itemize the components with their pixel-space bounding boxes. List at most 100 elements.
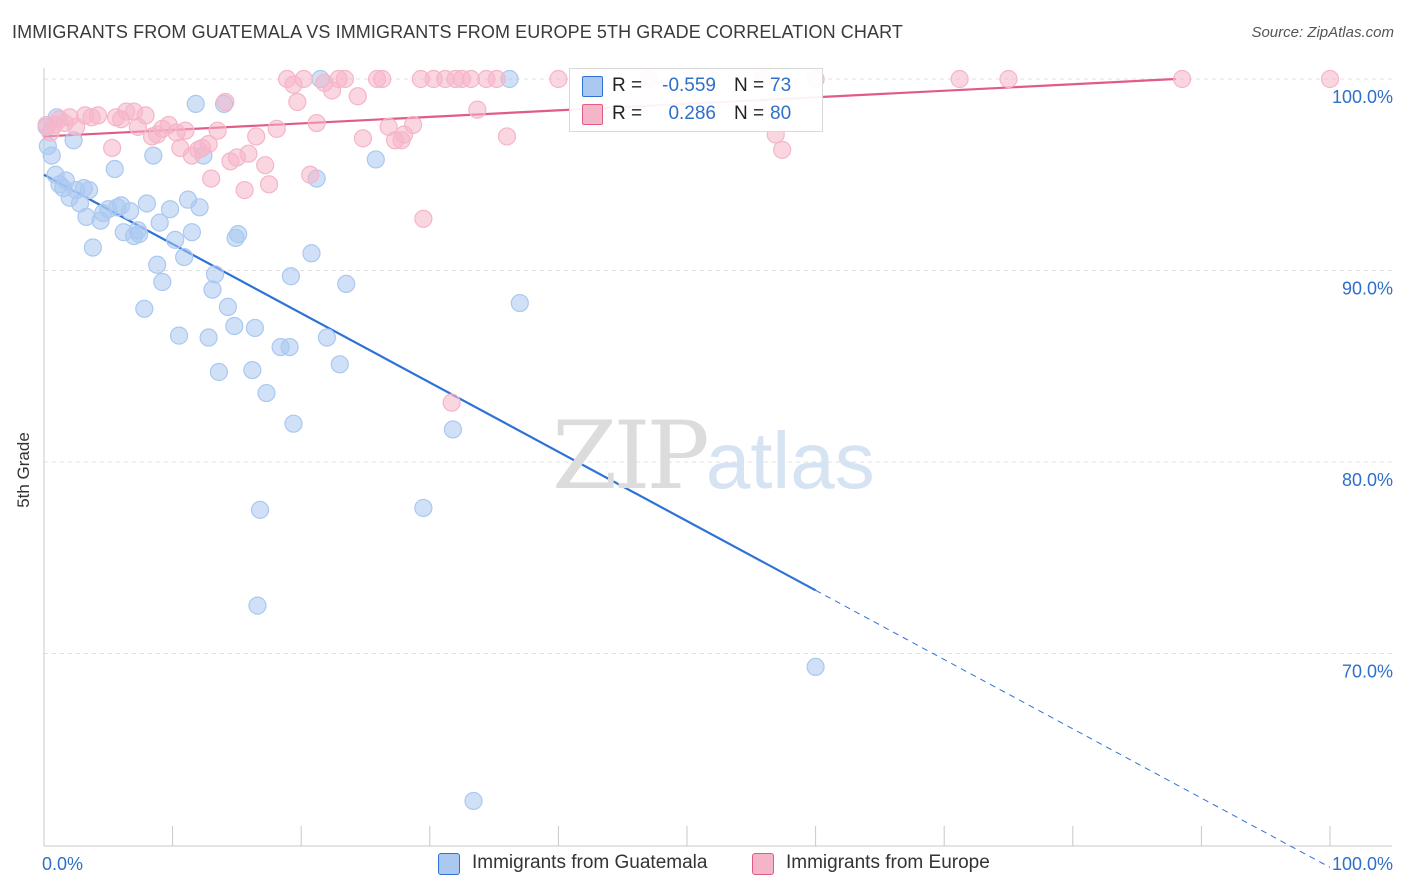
point-guatemala [366,150,385,169]
point-guatemala [280,338,299,357]
point-guatemala [225,316,244,336]
n-label: N = [734,103,765,124]
point-europe [235,180,254,200]
point-guatemala [250,500,270,519]
point-europe [307,113,326,133]
point-europe [353,129,373,148]
point-guatemala [150,213,169,232]
point-europe [199,135,218,154]
point-europe [176,121,195,140]
point-guatemala [175,247,194,267]
tick-labels: 100.0% 90.0% 80.0% 70.0% 0.0% 100.0% [42,87,1393,874]
point-europe [348,87,367,106]
point-europe [335,69,355,89]
point-europe [373,69,392,89]
n-value: 73 [770,75,792,96]
point-europe [208,121,227,140]
point-guatemala [281,267,301,286]
y-tick-label: 80.0% [1342,470,1393,490]
point-guatemala [135,299,154,318]
correlation-stats-box: R = -0.559 N = 73 R = 0.286 N = 80 [569,68,823,132]
point-guatemala [190,198,209,217]
point-guatemala [203,280,222,299]
point-guatemala [464,791,483,811]
point-guatemala [806,657,825,677]
r-label: R = [612,75,643,96]
point-guatemala [166,230,185,249]
point-europe [88,106,108,125]
n-label: N = [734,75,765,96]
point-guatemala [105,159,124,179]
y-tick-label: 70.0% [1342,662,1393,682]
point-guatemala [130,225,149,244]
r-value: 0.286 [668,103,716,124]
legend-label: Immigrants from Europe [786,852,990,873]
point-guatemala [317,328,337,347]
point-europe [1173,69,1192,89]
point-guatemala [77,207,96,226]
stats-row-europe: R = 0.286 N = 80 [570,101,822,129]
trend-line-guatemala [43,173,817,592]
point-europe [294,69,313,89]
point-europe [259,175,279,194]
legend: Immigrants from Guatemala Immigrants fro… [0,852,1406,878]
point-guatemala [160,200,180,219]
point-europe [256,156,275,175]
legend-label: Immigrants from Guatemala [472,852,708,873]
point-europe [414,209,433,228]
y-tick-label: 100.0% [1332,87,1393,107]
point-guatemala [137,194,156,213]
point-europe [999,69,1018,89]
point-guatemala [330,355,349,374]
point-europe [103,138,122,158]
point-guatemala [414,498,433,518]
axes [43,68,1392,847]
point-guatemala [218,297,237,316]
point-guatemala [510,293,529,313]
point-europe [239,144,258,163]
legend-swatch-europe [752,853,774,875]
point-europe [950,69,969,89]
point-europe [1320,69,1340,89]
point-guatemala [257,383,276,403]
point-guatemala [121,202,140,221]
point-europe [202,169,221,188]
point-guatemala [199,328,218,347]
watermark: ZIPatlas [552,402,875,511]
legend-swatch-guatemala [438,853,460,875]
point-guatemala [243,360,262,380]
point-guatemala [42,146,61,165]
point-guatemala [144,146,163,165]
x-tick-label: 0.0% [42,854,83,874]
point-guatemala [79,180,99,200]
point-guatemala [229,225,248,244]
point-guatemala [182,223,201,242]
x-tick-label: 100.0% [1332,854,1393,874]
point-guatemala [209,362,228,382]
y-tick-label: 90.0% [1342,279,1393,299]
point-guatemala [186,94,205,113]
source-label: Source: ZipAtlas.com [1251,24,1394,41]
point-europe [216,92,235,112]
point-europe [247,127,266,146]
point-europe [461,69,481,89]
stats-swatch-guatemala [582,76,603,97]
point-guatemala [169,326,189,345]
point-guatemala [284,414,303,433]
point-guatemala [337,274,356,294]
r-value: -0.559 [662,75,716,96]
point-europe [288,92,307,112]
point-europe [468,100,487,119]
point-guatemala [248,596,267,615]
point-guatemala [245,318,265,338]
point-europe [136,106,155,125]
r-label: R = [612,103,643,124]
trend-line-extension [815,589,1331,868]
point-europe [301,165,320,184]
y-axis-label: 5th Grade [14,432,33,508]
stats-row-guatemala: R = -0.559 N = 73 [570,73,822,101]
point-guatemala [302,244,321,263]
stats-swatch-europe [582,104,603,125]
point-guatemala [443,420,463,439]
point-guatemala [83,238,102,257]
